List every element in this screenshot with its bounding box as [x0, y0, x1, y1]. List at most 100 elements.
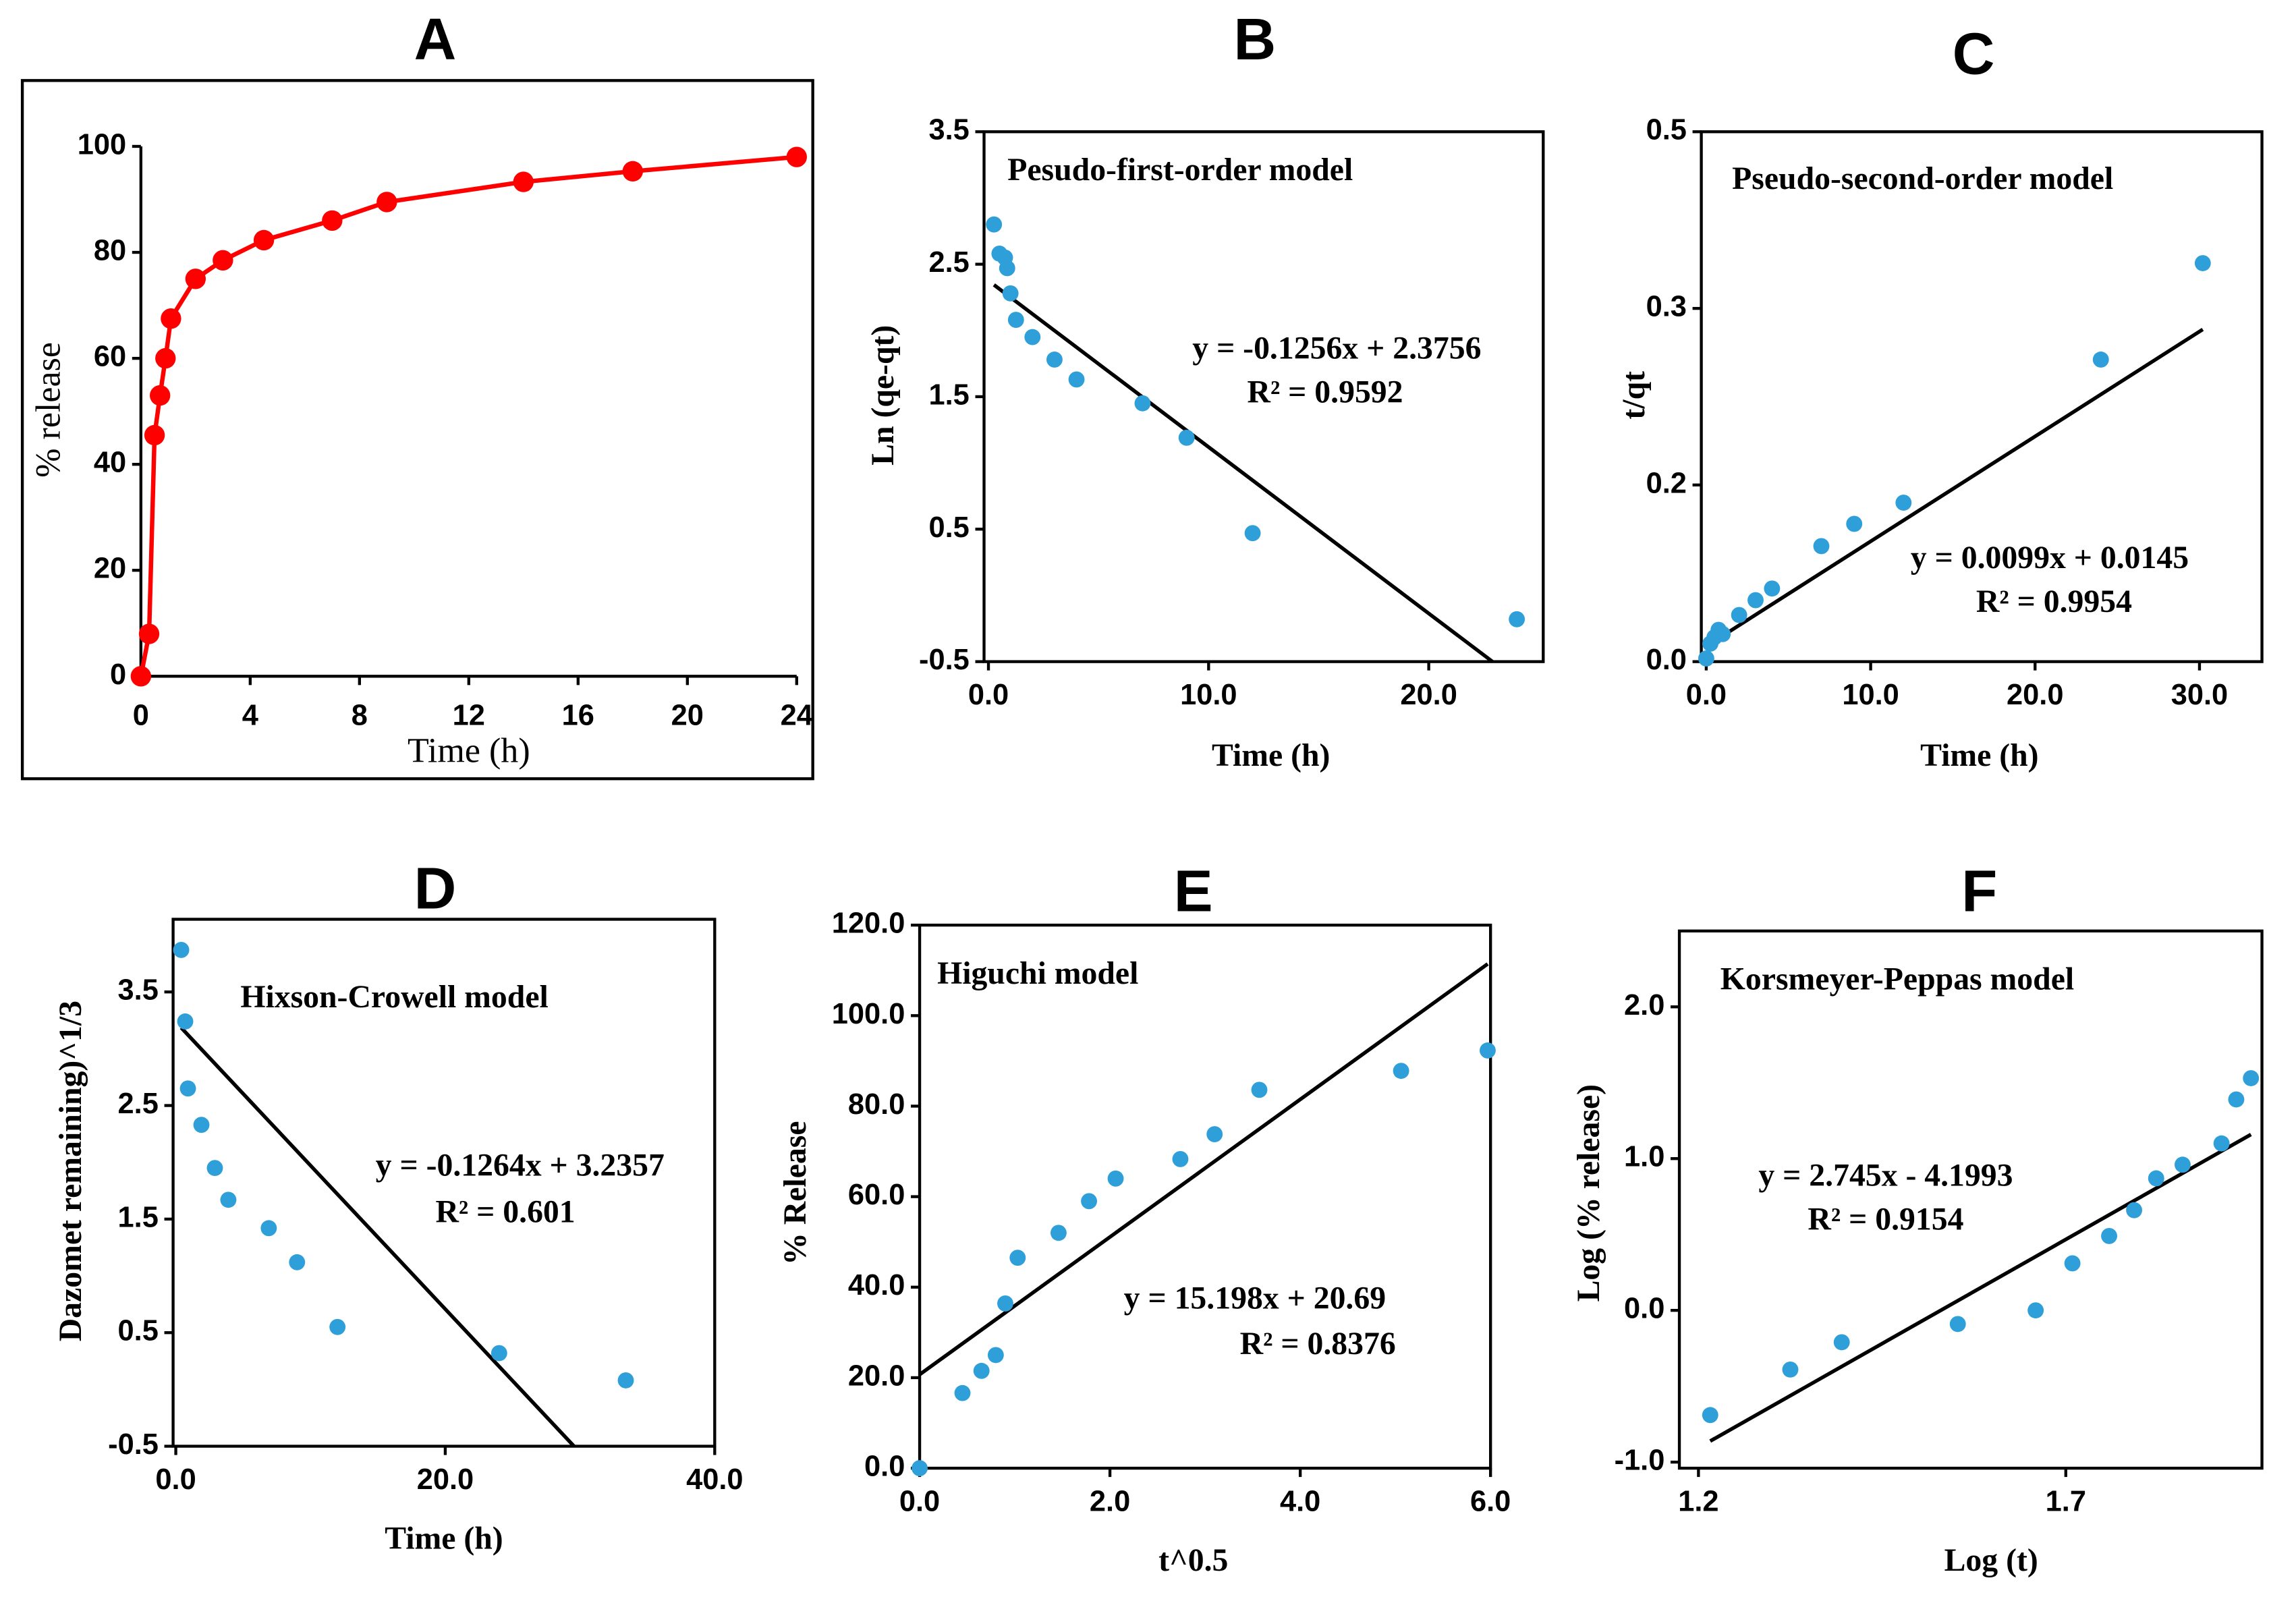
plot-frame: [1677, 929, 2264, 1470]
data-point: [1251, 1082, 1268, 1098]
x-axis-label: t^0.5: [1158, 1542, 1228, 1578]
data-point: [1172, 1151, 1189, 1167]
data-point: [513, 171, 534, 192]
fit-equation: y = 15.198x + 20.69: [1124, 1281, 1386, 1316]
model-label: Higuchi model: [937, 955, 1138, 991]
y-tick-label: 1.0: [1624, 1141, 1664, 1173]
data-point: [149, 385, 171, 406]
data-point: [329, 1318, 346, 1335]
data-point: [1007, 312, 1024, 329]
panel-title: C: [1953, 22, 1995, 87]
data-point: [986, 216, 1003, 233]
data-point: [253, 229, 275, 251]
y-tick-label: 0.5: [1646, 114, 1687, 146]
data-point: [617, 1372, 634, 1389]
trend-line: [918, 962, 1489, 1376]
x-axis-label: Time (h): [1212, 737, 1330, 773]
data-point: [1747, 592, 1764, 609]
y-tick-label: 0.3: [1646, 291, 1687, 323]
y-tick-label: 3.5: [929, 114, 970, 146]
y-tick-label: 80: [94, 235, 126, 267]
data-point: [491, 1345, 507, 1362]
x-tick-label: 1.2: [1678, 1486, 1718, 1518]
y-tick-label: 100.0: [832, 998, 905, 1030]
data-point: [220, 1192, 237, 1208]
x-tick-label: 20.0: [2007, 679, 2063, 711]
data-point: [161, 308, 181, 329]
x-axis-label: Log (t): [1944, 1542, 2038, 1578]
fit-r2: R² = 0.601: [435, 1194, 575, 1230]
x-tick-label: 8: [352, 700, 368, 732]
data-point: [173, 942, 190, 958]
y-tick-label: 0.0: [864, 1451, 905, 1483]
y-tick-label: 0.0: [1646, 644, 1687, 676]
fit-equation: y = 0.0099x + 0.0145: [1911, 540, 2189, 576]
y-tick-label: -0.5: [108, 1428, 159, 1461]
y-tick-label: 20: [94, 553, 126, 585]
data-point: [1714, 625, 1731, 642]
data-point: [1081, 1193, 1097, 1210]
model-label: Pesudo-first-order model: [1007, 152, 1353, 188]
data-point: [2027, 1302, 2044, 1319]
plot-frame: [918, 923, 1492, 1470]
data-point: [1134, 395, 1151, 412]
y-tick-label: 3.5: [118, 974, 159, 1007]
x-tick-label: 12: [453, 700, 485, 732]
y-axis-label: % release: [29, 342, 67, 478]
y-tick-label: 120.0: [832, 907, 905, 940]
x-tick-label: 0: [133, 700, 149, 732]
x-tick-label: 10.0: [1180, 679, 1237, 711]
trend-line: [992, 283, 1494, 663]
data-point: [2228, 1091, 2245, 1108]
y-axis-label: % Release: [777, 1121, 813, 1265]
data-point: [1051, 1225, 1067, 1241]
x-tick-label: 0.0: [155, 1463, 196, 1496]
data-point: [622, 161, 643, 182]
x-tick-label: 0.0: [1686, 679, 1727, 711]
y-tick-label: 0.5: [929, 511, 970, 544]
data-point: [1068, 371, 1085, 388]
data-point: [206, 1160, 223, 1177]
y-tick-label: 2.0: [1624, 989, 1664, 1021]
fit-equation: y = 2.745x - 4.1993: [1758, 1157, 2013, 1193]
data-point: [1813, 538, 1830, 555]
y-tick-label: 2.5: [929, 246, 970, 279]
trend-line: [179, 1026, 576, 1448]
data-point: [185, 269, 206, 289]
data-point: [2101, 1228, 2117, 1244]
y-tick-label: 60: [94, 341, 126, 373]
fit-r2: R² = 0.8376: [1240, 1326, 1396, 1362]
plot-frame: [1700, 130, 2264, 663]
y-tick-label: 2.5: [118, 1088, 159, 1120]
x-tick-label: 0.0: [899, 1486, 940, 1518]
data-point: [997, 1295, 1013, 1312]
y-axis-label: Ln (qe-qt): [865, 325, 901, 466]
fit-equation: y = -0.1256x + 2.3756: [1192, 331, 1481, 366]
data-point: [912, 1460, 928, 1477]
data-point: [1480, 1042, 1496, 1059]
y-tick-label: 0.0: [1624, 1293, 1664, 1325]
data-point: [1698, 650, 1714, 667]
x-axis-label: Time (h): [1920, 737, 2038, 773]
x-tick-label: 2.0: [1090, 1486, 1130, 1518]
data-point: [1244, 525, 1261, 542]
x-tick-label: 20.0: [417, 1463, 474, 1496]
x-tick-label: 16: [562, 700, 594, 732]
data-point: [1764, 580, 1781, 597]
data-point: [1846, 515, 1863, 532]
data-point: [1024, 329, 1041, 345]
panel-title: D: [414, 856, 457, 921]
data-point: [1046, 352, 1063, 368]
y-tick-label: 100: [78, 128, 126, 161]
x-tick-label: 20.0: [1400, 679, 1457, 711]
panel-frame: [20, 79, 814, 781]
x-tick-label: 4: [242, 700, 258, 732]
data-point: [1949, 1316, 1966, 1333]
data-point: [144, 424, 165, 446]
x-tick-label: 0.0: [968, 679, 1009, 711]
data-point: [1393, 1063, 1409, 1080]
y-tick-label: 1.5: [118, 1201, 159, 1233]
fit-r2: R² = 0.9592: [1247, 374, 1403, 410]
panel-title: A: [414, 7, 457, 72]
fit-equation: y = -0.1264x + 3.2357: [376, 1147, 665, 1183]
